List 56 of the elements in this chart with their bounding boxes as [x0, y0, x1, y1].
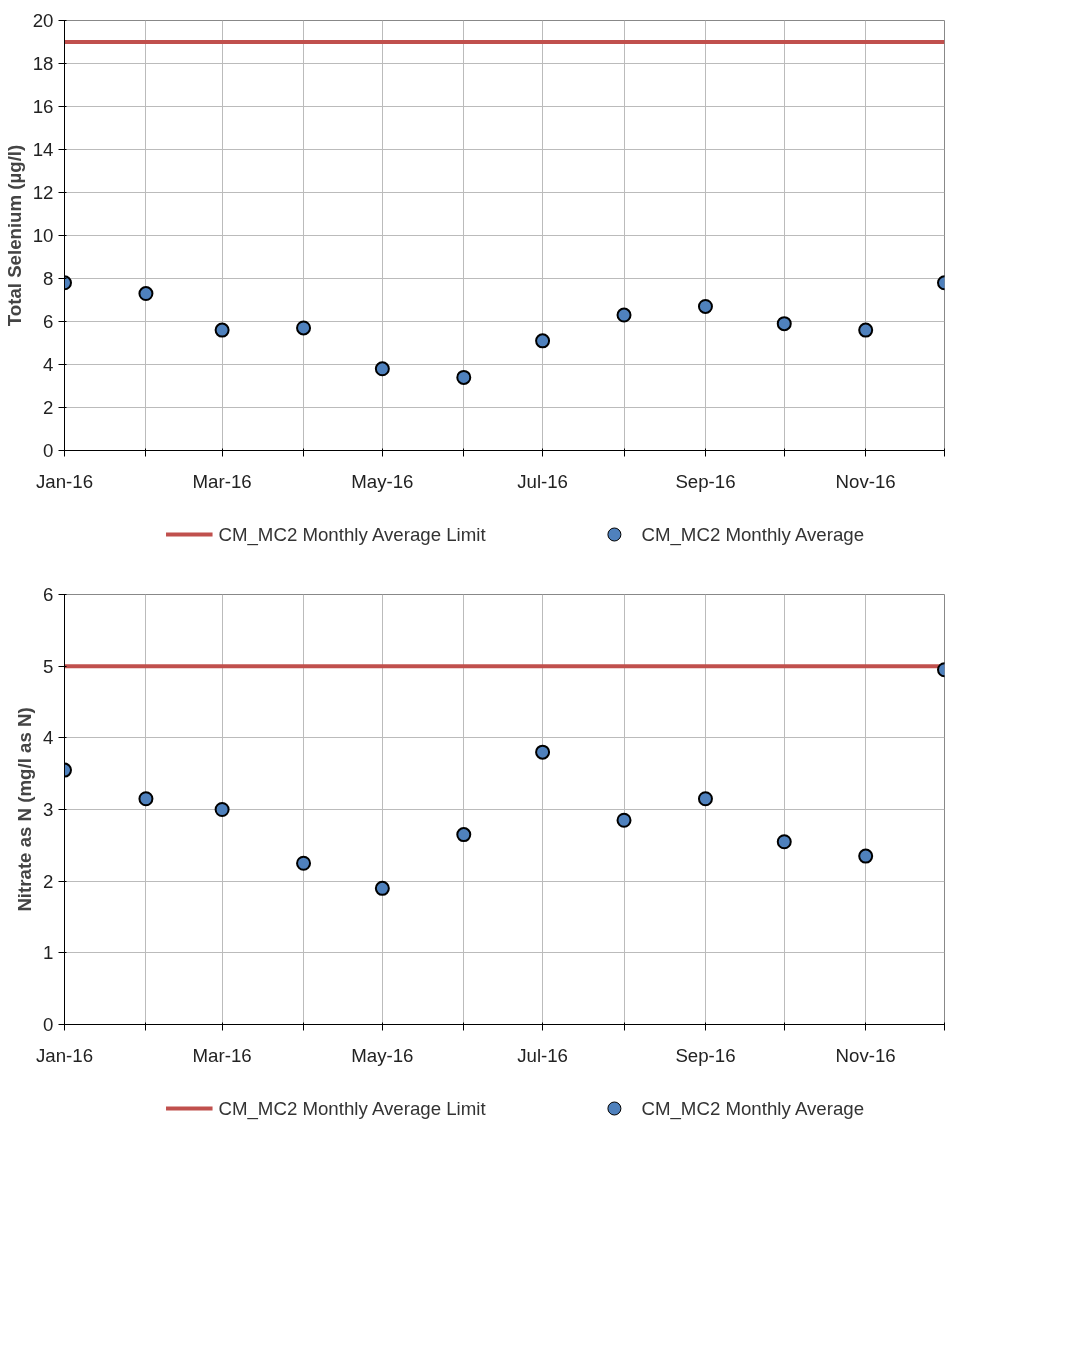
- x-tick-label: Nov-16: [835, 1044, 896, 1066]
- y-tick-label: 0: [43, 440, 54, 461]
- point: [697, 298, 713, 314]
- legend-label: CM_MC2 Monthly Average Limit: [218, 1098, 487, 1120]
- y-tick-label: 12: [32, 182, 54, 203]
- point: [776, 834, 792, 850]
- point: [374, 361, 390, 377]
- y-axis-title: Total Selenium (µg/l): [3, 144, 25, 327]
- x-tick-label: Jul-16: [517, 1044, 569, 1066]
- point: [456, 827, 472, 843]
- point: [616, 812, 632, 828]
- x-tick-label: Sep-16: [675, 470, 736, 492]
- y-tick-label: 16: [32, 96, 54, 117]
- x-tick-label: Jul-16: [517, 470, 569, 492]
- x-tick-label: Sep-16: [675, 1044, 736, 1066]
- y-axis-title: Nitrate as N (mg/l as N): [14, 707, 36, 912]
- y-tick-label: 4: [43, 354, 54, 375]
- x-tick-label: Mar-16: [192, 1044, 252, 1066]
- point: [456, 369, 472, 385]
- point: [138, 286, 154, 302]
- legend-label: CM_MC2 Monthly Average Limit: [218, 524, 487, 546]
- point: [535, 333, 551, 349]
- y-tick-label: 2: [43, 397, 54, 418]
- point: [214, 322, 230, 338]
- x-tick-label: Jan-16: [35, 1044, 94, 1066]
- point: [858, 322, 874, 338]
- y-tick-label: 6: [43, 584, 54, 605]
- y-tick-label: 0: [43, 1014, 54, 1035]
- point: [296, 320, 312, 336]
- x-tick-label: May-16: [351, 1044, 414, 1066]
- y-tick-label: 1: [43, 942, 54, 964]
- x-tick-label: Mar-16: [192, 470, 252, 492]
- y-tick-label: 3: [43, 799, 54, 820]
- point: [697, 791, 713, 807]
- y-tick-label: 2: [43, 870, 54, 892]
- point: [616, 307, 632, 323]
- point: [138, 791, 154, 807]
- y-tick-label: 14: [32, 139, 54, 160]
- y-tick-label: 6: [43, 311, 54, 332]
- point: [535, 744, 551, 760]
- legend-label: CM_MC2 Monthly Average: [641, 1098, 865, 1120]
- y-tick-label: 5: [43, 655, 54, 677]
- point: [858, 848, 874, 864]
- y-tick-label: 4: [43, 727, 54, 749]
- point: [214, 802, 230, 817]
- y-tick-label: 18: [32, 53, 54, 74]
- point: [374, 880, 390, 896]
- y-tick-label: 8: [43, 268, 54, 289]
- point: [776, 316, 792, 332]
- y-tick-label: 10: [32, 225, 54, 246]
- x-tick-label: Jan-16: [35, 470, 94, 492]
- y-tick-label: 20: [32, 10, 54, 31]
- legend-label: CM_MC2 Monthly Average: [641, 524, 865, 546]
- point: [296, 855, 312, 871]
- x-tick-label: May-16: [351, 470, 414, 492]
- x-tick-label: Nov-16: [835, 470, 896, 492]
